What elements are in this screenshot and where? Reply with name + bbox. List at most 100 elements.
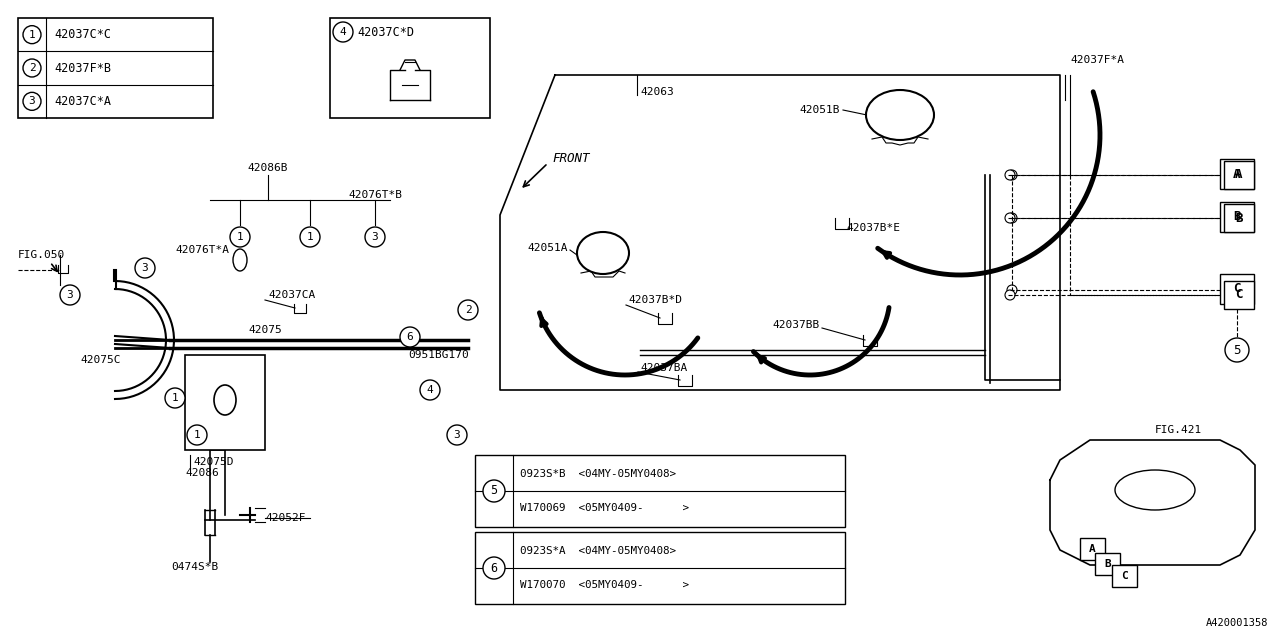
Text: 42086: 42086 [186, 468, 219, 478]
Circle shape [399, 327, 420, 347]
Text: 42037BA: 42037BA [640, 363, 687, 373]
Text: 0923S*B  <04MY-05MY0408>: 0923S*B <04MY-05MY0408> [520, 470, 676, 479]
Text: 3: 3 [142, 263, 148, 273]
Bar [1224, 161, 1254, 189]
Circle shape [483, 480, 506, 502]
Text: 42037B*E: 42037B*E [846, 223, 900, 233]
Text: 1: 1 [28, 29, 36, 40]
Text: 2: 2 [465, 305, 471, 315]
Text: W170069  <05MY0409-      >: W170069 <05MY0409- > [520, 502, 689, 513]
Circle shape [300, 227, 320, 247]
Text: 42037C*D: 42037C*D [357, 26, 413, 38]
Text: 42075C: 42075C [79, 355, 120, 365]
Text: 42037BB: 42037BB [773, 320, 820, 330]
Text: W170070  <05MY0409-      >: W170070 <05MY0409- > [520, 580, 689, 589]
Text: 6: 6 [490, 561, 498, 575]
Text: 1: 1 [237, 232, 243, 242]
Bar [475, 532, 845, 604]
Text: 6: 6 [407, 332, 413, 342]
Circle shape [420, 380, 440, 400]
Circle shape [60, 285, 79, 305]
Bar [186, 355, 265, 450]
Ellipse shape [214, 385, 236, 415]
Text: A: A [1089, 544, 1096, 554]
Circle shape [1225, 338, 1249, 362]
Circle shape [23, 26, 41, 44]
Text: 3: 3 [28, 97, 36, 106]
Text: C: C [1121, 571, 1128, 581]
Text: 3: 3 [453, 430, 461, 440]
Circle shape [365, 227, 385, 247]
Circle shape [333, 22, 353, 42]
Bar [1220, 159, 1254, 189]
Text: 1: 1 [172, 393, 178, 403]
Circle shape [1005, 290, 1015, 300]
Text: B: B [1235, 211, 1243, 225]
Text: 42037C*C: 42037C*C [54, 28, 111, 41]
Circle shape [230, 227, 250, 247]
Ellipse shape [577, 232, 628, 274]
Text: A: A [1233, 168, 1240, 180]
Circle shape [165, 388, 186, 408]
Bar [1094, 553, 1120, 575]
Text: 42086B: 42086B [248, 163, 288, 173]
Text: B: B [1105, 559, 1111, 569]
Text: A: A [1235, 168, 1243, 182]
Ellipse shape [867, 90, 934, 140]
Text: 4: 4 [426, 385, 434, 395]
Text: 42051B: 42051B [800, 105, 840, 115]
Circle shape [458, 300, 477, 320]
Circle shape [1007, 213, 1018, 223]
Text: 42037F*A: 42037F*A [1070, 55, 1124, 65]
Circle shape [1005, 213, 1015, 223]
Text: 1: 1 [193, 430, 201, 440]
Text: 0951BG170: 0951BG170 [408, 350, 468, 360]
Circle shape [187, 425, 207, 445]
Text: 42076T*A: 42076T*A [175, 245, 229, 255]
Bar [475, 455, 845, 527]
Bar [1224, 204, 1254, 232]
Text: 42051A: 42051A [527, 243, 568, 253]
Text: 42052F: 42052F [265, 513, 306, 523]
Circle shape [23, 59, 41, 77]
Circle shape [447, 425, 467, 445]
Text: 2: 2 [28, 63, 36, 73]
Circle shape [1007, 285, 1018, 295]
Text: 42037CA: 42037CA [268, 290, 315, 300]
Circle shape [134, 258, 155, 278]
Circle shape [1007, 170, 1018, 180]
Bar [1080, 538, 1105, 560]
Text: 5: 5 [490, 484, 498, 497]
Text: FIG.050: FIG.050 [18, 250, 65, 260]
Text: C: C [1233, 282, 1240, 296]
Text: 42037F*B: 42037F*B [54, 61, 111, 74]
Text: FRONT: FRONT [552, 152, 590, 164]
Text: 0923S*A  <04MY-05MY0408>: 0923S*A <04MY-05MY0408> [520, 547, 676, 556]
Text: 3: 3 [371, 232, 379, 242]
Bar [1224, 281, 1254, 309]
Bar [1220, 274, 1254, 304]
Text: 42037B*D: 42037B*D [628, 295, 682, 305]
Text: C: C [1235, 289, 1243, 301]
Text: B: B [1233, 211, 1240, 223]
Text: 42063: 42063 [640, 87, 673, 97]
Ellipse shape [233, 249, 247, 271]
Bar [1112, 565, 1137, 587]
Text: 4: 4 [339, 27, 347, 37]
Text: 1: 1 [307, 232, 314, 242]
Bar [330, 18, 490, 118]
Bar [18, 18, 212, 118]
Bar [1220, 202, 1254, 232]
Circle shape [483, 557, 506, 579]
Text: 5: 5 [1233, 344, 1240, 356]
Text: FIG.421: FIG.421 [1155, 425, 1202, 435]
Text: 0474S*B: 0474S*B [172, 562, 219, 572]
Text: 42037C*A: 42037C*A [54, 95, 111, 108]
Circle shape [1005, 170, 1015, 180]
Text: 42076T*B: 42076T*B [348, 190, 402, 200]
Text: A420001358: A420001358 [1206, 618, 1268, 628]
Text: 42075: 42075 [248, 325, 282, 335]
Circle shape [23, 92, 41, 110]
Text: 42075D: 42075D [193, 457, 233, 467]
Text: 3: 3 [67, 290, 73, 300]
